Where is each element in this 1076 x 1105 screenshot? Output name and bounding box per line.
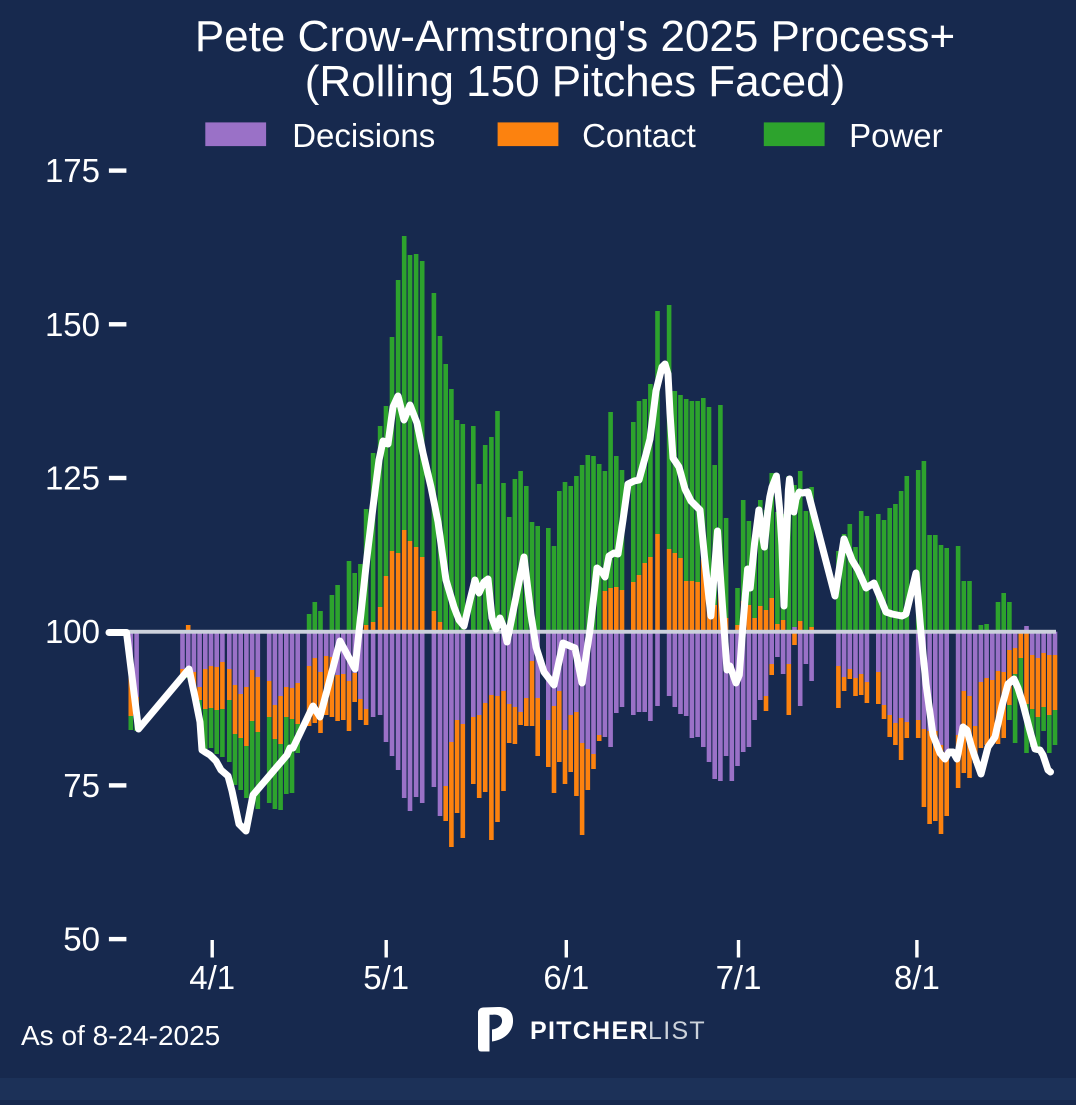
svg-text:50: 50 [63,921,100,958]
svg-text:75: 75 [63,767,100,804]
svg-text:Contact: Contact [582,117,696,154]
svg-text:150: 150 [45,306,100,343]
svg-text:(Rolling 150 Pitches Faced): (Rolling 150 Pitches Faced) [305,57,845,106]
svg-text:As of 8-24-2025: As of 8-24-2025 [21,1020,220,1051]
svg-text:100: 100 [45,613,100,650]
svg-text:Power: Power [849,117,943,154]
svg-text:5/1: 5/1 [363,959,409,996]
svg-text:7/1: 7/1 [716,959,762,996]
svg-text:Pete Crow-Armstrong's 2025 Pro: Pete Crow-Armstrong's 2025 Process+ [195,12,955,61]
svg-text:175: 175 [45,152,100,189]
svg-text:PITCHER: PITCHER [530,1017,649,1045]
svg-text:Decisions: Decisions [292,117,435,154]
svg-text:8/1: 8/1 [894,959,940,996]
svg-text:6/1: 6/1 [543,959,589,996]
svg-text:LIST: LIST [648,1017,706,1045]
svg-text:125: 125 [45,460,100,497]
svg-text:4/1: 4/1 [189,959,235,996]
